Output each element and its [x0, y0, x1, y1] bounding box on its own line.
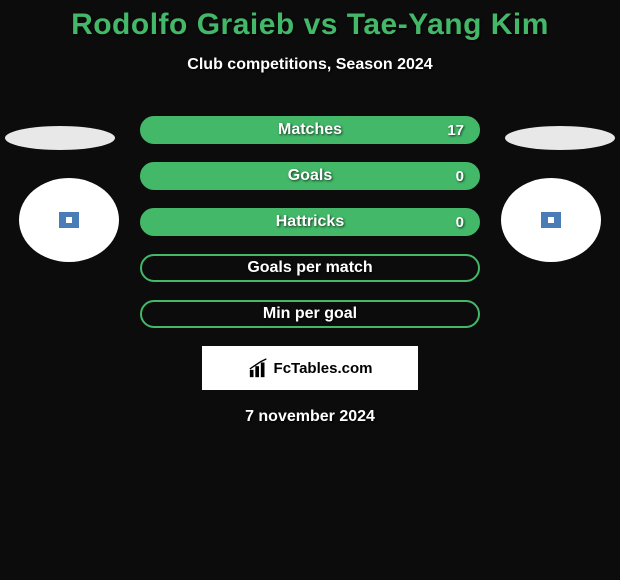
stat-value: 0: [456, 168, 464, 185]
decor-ellipse-right: [505, 126, 615, 150]
page-subtitle: Club competitions, Season 2024: [0, 56, 620, 74]
page-title: Rodolfo Graieb vs Tae-Yang Kim: [0, 8, 620, 42]
placeholder-icon: [541, 212, 561, 228]
stat-label: Goals: [288, 167, 332, 185]
stat-label: Goals per match: [247, 259, 372, 277]
stat-label: Min per goal: [263, 305, 357, 323]
stat-row-hattricks: Hattricks 0: [140, 208, 480, 236]
stat-row-mpg: Min per goal: [140, 300, 480, 328]
logo-text: FcTables.com: [274, 360, 373, 377]
player-avatar-right: [501, 178, 601, 262]
placeholder-icon: [59, 212, 79, 228]
player-avatar-left: [19, 178, 119, 262]
stat-value: 0: [456, 214, 464, 231]
stat-row-matches: Matches 17: [140, 116, 480, 144]
footer-date: 7 november 2024: [0, 408, 620, 426]
branding-box: FcTables.com: [202, 346, 418, 390]
stat-row-gpm: Goals per match: [140, 254, 480, 282]
stat-label: Hattricks: [276, 213, 344, 231]
bars-icon: [248, 358, 270, 378]
stat-label: Matches: [278, 121, 342, 139]
stats-panel: Matches 17 Goals 0 Hattricks 0 Goals per…: [140, 116, 480, 328]
stat-value: 17: [447, 122, 464, 139]
stat-row-goals: Goals 0: [140, 162, 480, 190]
infographic-container: Rodolfo Graieb vs Tae-Yang Kim Club comp…: [0, 0, 620, 426]
decor-ellipse-left: [5, 126, 115, 150]
